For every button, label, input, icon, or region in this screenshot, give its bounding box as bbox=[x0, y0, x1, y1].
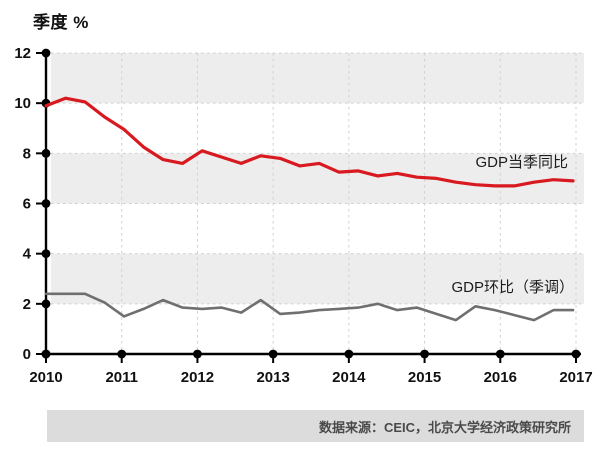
x-tick-label: 2016 bbox=[484, 369, 517, 386]
y-tick-dot bbox=[41, 299, 51, 309]
y-tick-label: 10 bbox=[14, 95, 31, 112]
x-tick-dot bbox=[41, 349, 51, 359]
series-label-qoq: GDP环比（季调） bbox=[451, 279, 574, 296]
x-tick-dot bbox=[420, 349, 429, 359]
y-tick-label: 0 bbox=[23, 346, 31, 363]
footer-source-bar: 数据来源：CEIC，北京大学经济政策研究所 bbox=[47, 410, 584, 442]
plot-band bbox=[51, 253, 584, 304]
series-label-yoy: GDP当季同比 bbox=[475, 154, 568, 171]
x-tick-label: 2011 bbox=[105, 369, 138, 386]
x-tick-dot bbox=[268, 349, 278, 359]
x-tick-dot bbox=[495, 349, 505, 359]
gdp-line-chart: 0 2 4 6 8 10 12 2010 2011 2012 2013 2014 2015 2016 201… bbox=[14, 45, 592, 386]
y-tick-label: 2 bbox=[23, 296, 31, 313]
x-tick-label: 2013 bbox=[256, 369, 289, 386]
y-tick-label: 8 bbox=[23, 145, 31, 162]
line-gdp-qoq bbox=[44, 292, 575, 322]
y-tick-dot bbox=[41, 48, 51, 58]
chart-title: 季度 % bbox=[33, 13, 89, 32]
y-tick-label: 4 bbox=[23, 246, 32, 263]
y-tick-label: 12 bbox=[14, 45, 31, 62]
y-tick-dot bbox=[41, 148, 51, 158]
line-gdp-yoy bbox=[44, 96, 575, 188]
plot-band bbox=[51, 153, 584, 204]
x-tick-dot bbox=[193, 349, 202, 359]
y-tick-dot bbox=[41, 249, 51, 259]
footer-source-text: 数据来源：CEIC，北京大学经济政策研究所 bbox=[318, 419, 571, 435]
x-tick-dot bbox=[344, 349, 354, 359]
x-tick-label: 2014 bbox=[332, 369, 366, 386]
plot-band bbox=[51, 53, 584, 104]
x-tick-label: 2015 bbox=[408, 369, 441, 386]
y-tick-dot bbox=[41, 199, 51, 208]
y-tick-label: 6 bbox=[23, 196, 31, 213]
x-tick-label: 2017 bbox=[559, 369, 592, 386]
x-tick-dot bbox=[571, 349, 581, 359]
x-tick-label: 2010 bbox=[29, 369, 62, 386]
x-tick-label: 2012 bbox=[181, 369, 214, 386]
x-tick-dot bbox=[117, 349, 127, 359]
